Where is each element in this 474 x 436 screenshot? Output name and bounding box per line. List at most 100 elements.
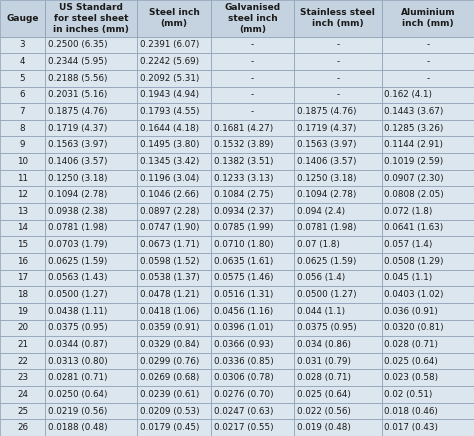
Bar — [45, 86, 137, 103]
Text: 0.1406 (3.57): 0.1406 (3.57) — [48, 157, 108, 166]
Bar — [0, 286, 45, 303]
Bar — [294, 386, 382, 403]
Bar — [137, 336, 211, 353]
Bar — [211, 253, 294, 269]
Bar — [382, 286, 474, 303]
Text: 0.1563 (3.97): 0.1563 (3.97) — [297, 140, 356, 149]
Text: 0.0320 (0.81): 0.0320 (0.81) — [384, 324, 444, 332]
Bar — [137, 403, 211, 419]
Bar — [211, 236, 294, 253]
Text: 0.0375 (0.95): 0.0375 (0.95) — [48, 324, 108, 332]
Text: 0.1084 (2.75): 0.1084 (2.75) — [214, 190, 273, 199]
Text: 0.044 (1.1): 0.044 (1.1) — [297, 307, 345, 316]
Text: 0.0508 (1.29): 0.0508 (1.29) — [384, 257, 444, 266]
Text: 17: 17 — [17, 273, 28, 283]
Text: Gauge: Gauge — [6, 14, 39, 23]
Bar — [0, 403, 45, 419]
Text: 19: 19 — [17, 307, 28, 316]
Text: -: - — [426, 74, 429, 83]
Bar — [211, 86, 294, 103]
Bar — [45, 103, 137, 120]
Bar — [45, 120, 137, 136]
Text: 4: 4 — [20, 57, 25, 66]
Text: 25: 25 — [17, 406, 28, 416]
Text: 0.0281 (0.71): 0.0281 (0.71) — [48, 373, 108, 382]
Text: 0.1495 (3.80): 0.1495 (3.80) — [140, 140, 200, 149]
Bar — [0, 86, 45, 103]
Text: 0.023 (0.58): 0.023 (0.58) — [384, 373, 438, 382]
Text: 0.0418 (1.06): 0.0418 (1.06) — [140, 307, 200, 316]
Bar — [294, 369, 382, 386]
Text: 0.0625 (1.59): 0.0625 (1.59) — [297, 257, 356, 266]
Text: -: - — [251, 107, 254, 116]
Text: 0.0710 (1.80): 0.0710 (1.80) — [214, 240, 273, 249]
Text: 0.031 (0.79): 0.031 (0.79) — [297, 357, 351, 366]
Bar — [294, 170, 382, 186]
Bar — [211, 170, 294, 186]
Text: 0.0635 (1.61): 0.0635 (1.61) — [214, 257, 273, 266]
Text: 0.2092 (5.31): 0.2092 (5.31) — [140, 74, 200, 83]
Text: 16: 16 — [17, 257, 28, 266]
Text: -: - — [336, 57, 339, 66]
Bar — [382, 70, 474, 86]
Bar — [137, 220, 211, 236]
Text: 0.0209 (0.53): 0.0209 (0.53) — [140, 406, 200, 416]
Bar — [211, 103, 294, 120]
Bar — [137, 353, 211, 369]
Text: 0.0366 (0.93): 0.0366 (0.93) — [214, 340, 273, 349]
Text: 26: 26 — [17, 423, 28, 432]
Text: 0.036 (0.91): 0.036 (0.91) — [384, 307, 438, 316]
Text: 0.0188 (0.48): 0.0188 (0.48) — [48, 423, 108, 432]
Text: 0.0478 (1.21): 0.0478 (1.21) — [140, 290, 200, 299]
Bar — [382, 37, 474, 53]
Bar — [382, 369, 474, 386]
Text: 0.1250 (3.18): 0.1250 (3.18) — [48, 174, 108, 183]
Text: 0.1719 (4.37): 0.1719 (4.37) — [297, 124, 356, 133]
Bar — [382, 120, 474, 136]
Bar — [137, 120, 211, 136]
Text: 23: 23 — [17, 373, 28, 382]
Bar — [294, 269, 382, 286]
Bar — [137, 386, 211, 403]
Bar — [45, 0, 137, 37]
Bar — [137, 86, 211, 103]
Bar — [45, 253, 137, 269]
Bar — [45, 53, 137, 70]
Bar — [382, 336, 474, 353]
Bar — [137, 320, 211, 336]
Bar — [382, 320, 474, 336]
Text: 21: 21 — [17, 340, 28, 349]
Bar — [382, 186, 474, 203]
Text: Stainless steel
inch (mm): Stainless steel inch (mm) — [301, 8, 375, 28]
Text: 0.0344 (0.87): 0.0344 (0.87) — [48, 340, 108, 349]
Bar — [294, 286, 382, 303]
Text: 0.0336 (0.85): 0.0336 (0.85) — [214, 357, 273, 366]
Bar — [0, 153, 45, 170]
Text: 0.0239 (0.61): 0.0239 (0.61) — [140, 390, 200, 399]
Text: Steel inch
(mm): Steel inch (mm) — [149, 8, 200, 28]
Text: 15: 15 — [17, 240, 28, 249]
Bar — [294, 53, 382, 70]
Bar — [137, 236, 211, 253]
Text: -: - — [251, 41, 254, 49]
Text: 0.0563 (1.43): 0.0563 (1.43) — [48, 273, 108, 283]
Text: 0.1250 (3.18): 0.1250 (3.18) — [297, 174, 356, 183]
Text: 3: 3 — [20, 41, 25, 49]
Text: 0.022 (0.56): 0.022 (0.56) — [297, 406, 351, 416]
Text: 12: 12 — [17, 190, 28, 199]
Text: 0.0396 (1.01): 0.0396 (1.01) — [214, 324, 273, 332]
Bar — [211, 320, 294, 336]
Bar — [294, 186, 382, 203]
Bar — [294, 37, 382, 53]
Bar — [294, 236, 382, 253]
Bar — [382, 0, 474, 37]
Text: 0.1875 (4.76): 0.1875 (4.76) — [297, 107, 356, 116]
Bar — [382, 403, 474, 419]
Bar — [294, 103, 382, 120]
Bar — [137, 170, 211, 186]
Bar — [294, 253, 382, 269]
Bar — [211, 153, 294, 170]
Text: 0.1875 (4.76): 0.1875 (4.76) — [48, 107, 108, 116]
Text: -: - — [426, 41, 429, 49]
Text: 0.1532 (3.89): 0.1532 (3.89) — [214, 140, 273, 149]
